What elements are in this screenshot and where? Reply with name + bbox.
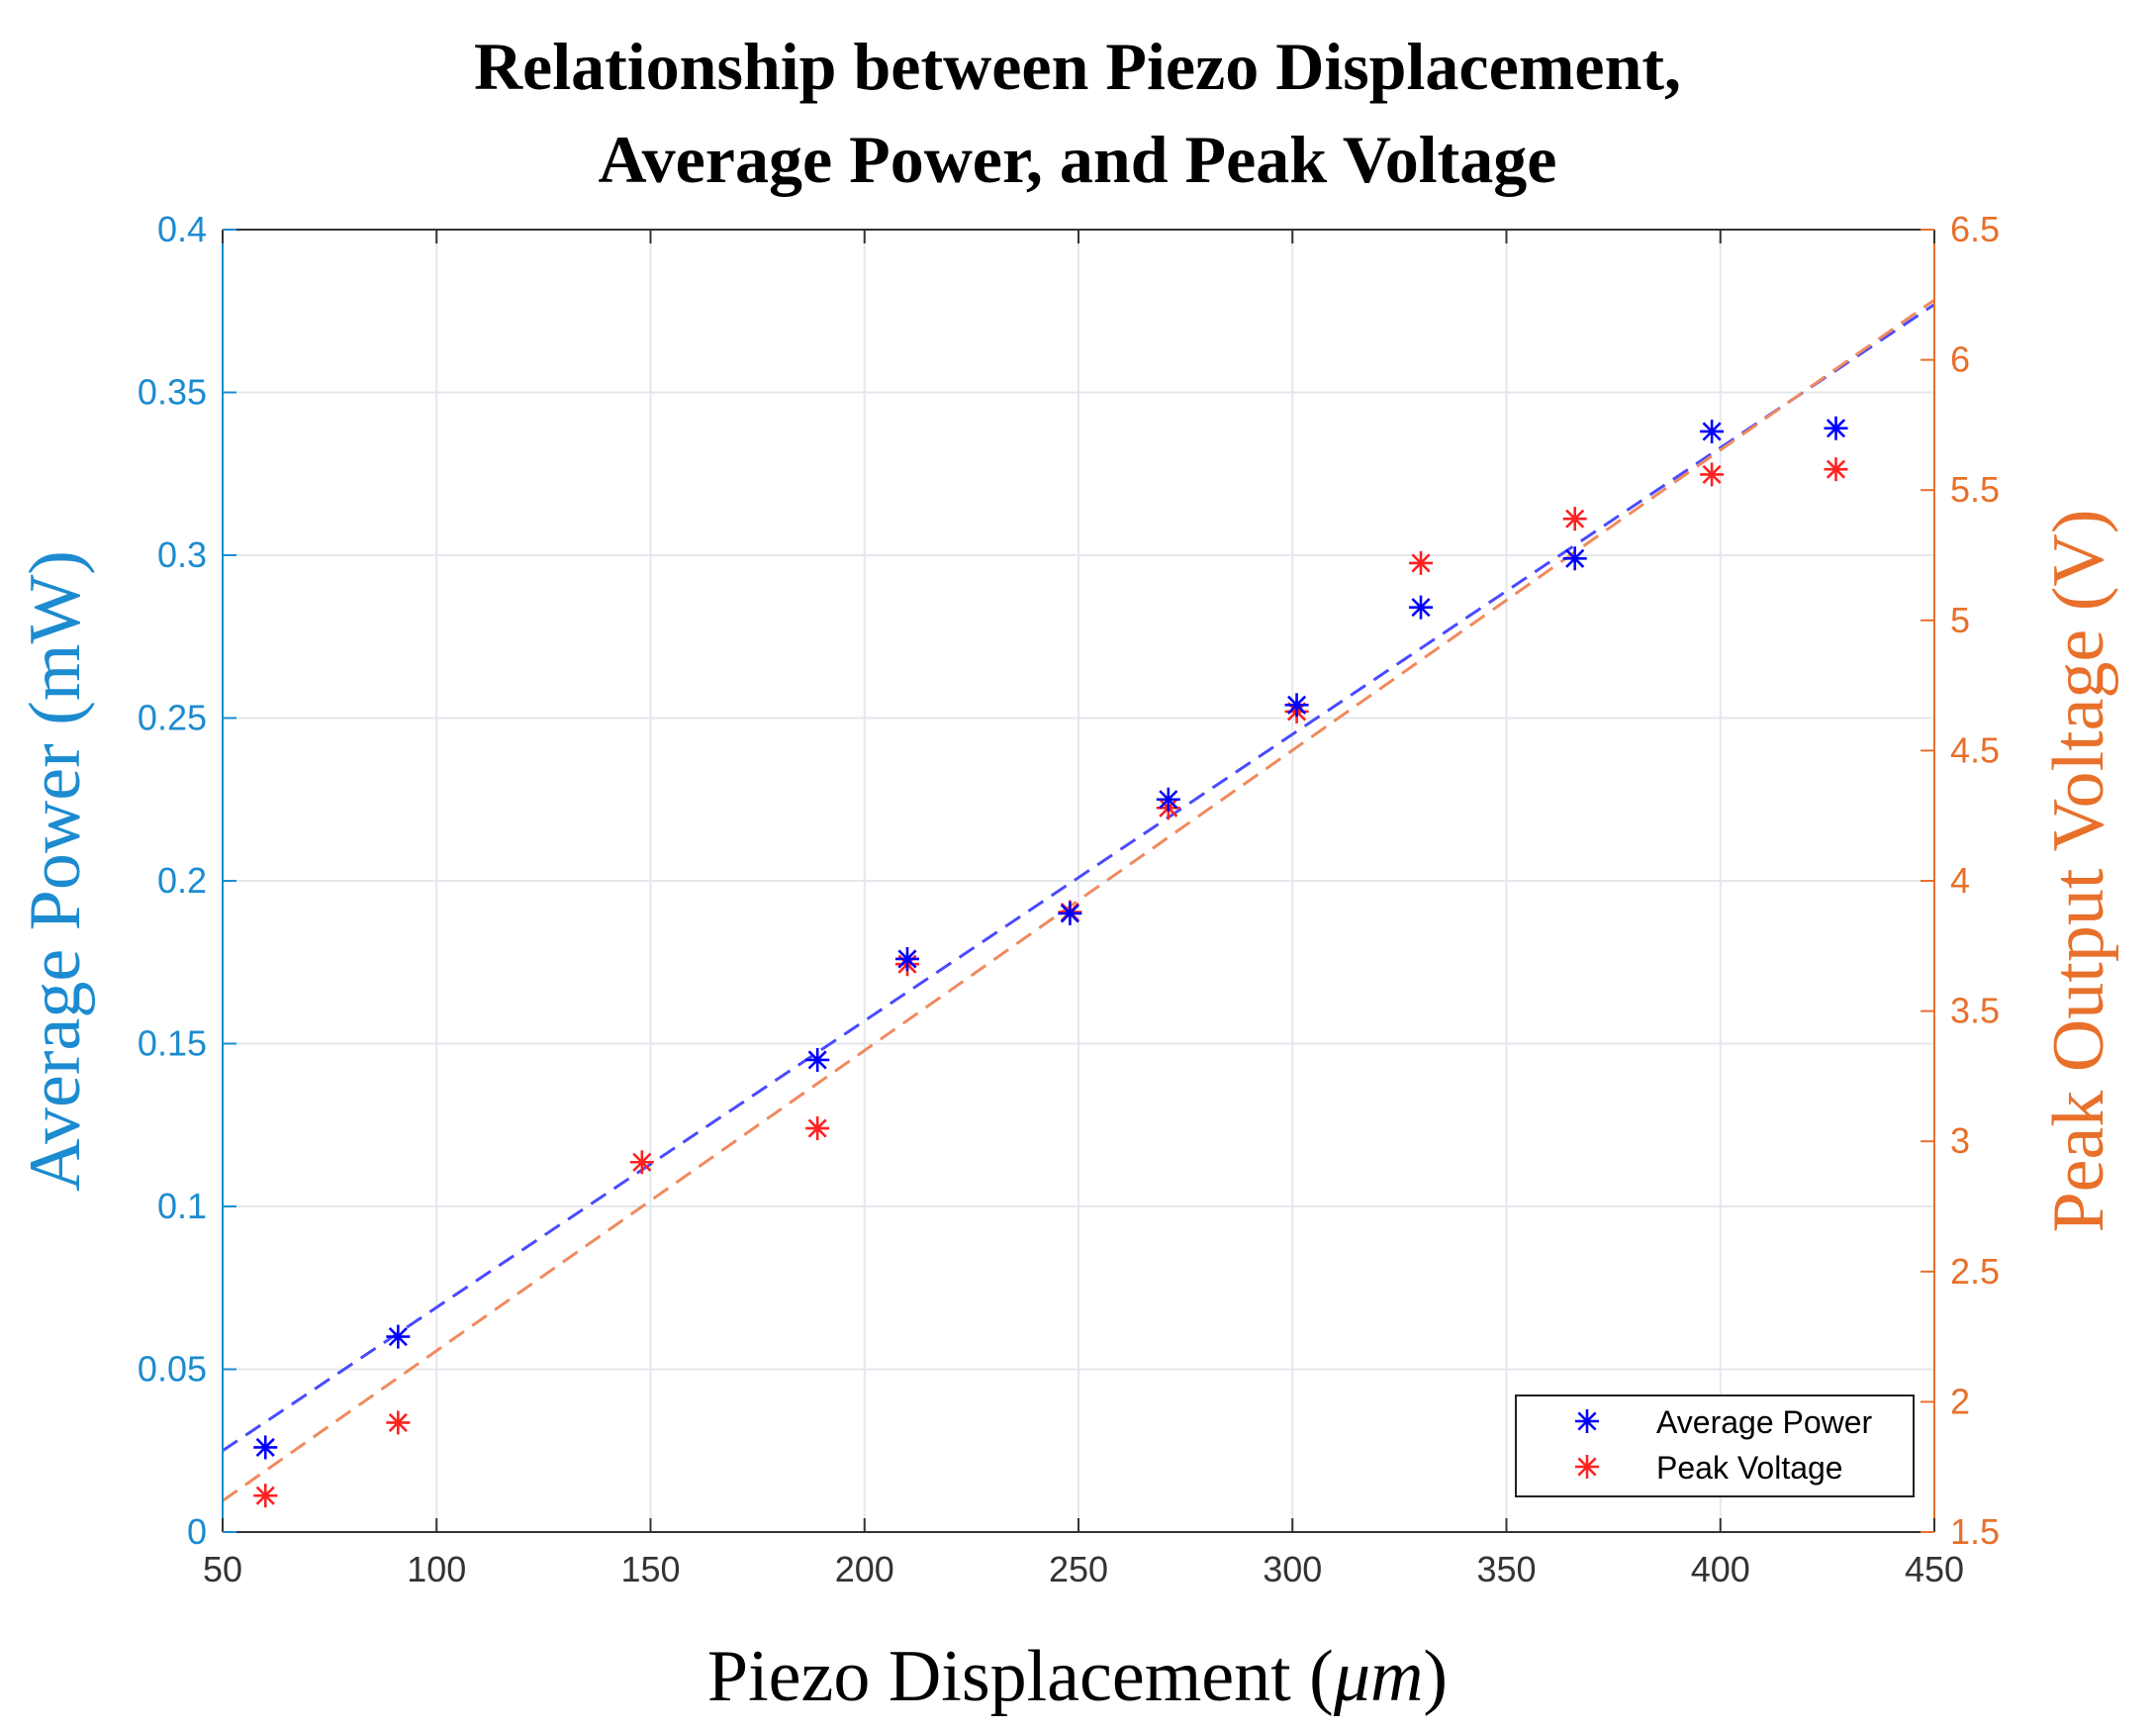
average-power-point <box>1562 546 1587 571</box>
average-power-point <box>1824 416 1848 440</box>
average-power-point <box>1409 595 1433 620</box>
fit-lines <box>222 298 1935 1502</box>
y-left-tick-label: 0.1 <box>157 1186 207 1226</box>
x-tick-label: 200 <box>835 1549 894 1589</box>
grid <box>223 230 1934 1532</box>
peak-voltage-point <box>253 1484 278 1508</box>
x-tick-label: 50 <box>203 1549 242 1589</box>
average-power-point <box>1284 693 1309 718</box>
y-left-tick-label: 0.3 <box>157 534 207 575</box>
peak-voltage-point <box>1824 457 1848 482</box>
y-right-tick-label: 1.5 <box>1950 1511 2000 1552</box>
average-power-point <box>386 1324 411 1349</box>
x-axis-title: Piezo Displacement (μm) <box>707 1636 1448 1717</box>
peak-voltage-point <box>805 1116 830 1141</box>
x-tick-label: 450 <box>1905 1549 1964 1589</box>
peak-voltage-point <box>1562 507 1587 531</box>
average-power-point <box>805 1047 830 1072</box>
peak-voltage-point <box>1700 462 1725 487</box>
legend: Average Power Peak Voltage <box>1515 1394 1915 1497</box>
average-power-point <box>895 946 919 971</box>
chart-title-line-2: Average Power, and Peak Voltage <box>599 122 1557 197</box>
average-power-point <box>253 1435 278 1460</box>
y-right-tick-label: 5 <box>1950 600 1970 640</box>
y-axis-right-title: Peak Output Voltage (V) <box>2038 509 2119 1232</box>
chart-title-line-1: Relationship between Piezo Displacement, <box>474 29 1681 104</box>
peak-voltage-point <box>386 1410 411 1435</box>
y-left-tick-label: 0.4 <box>157 209 207 249</box>
legend-marker-average-power <box>1575 1409 1599 1433</box>
average-power-point <box>1058 901 1082 925</box>
x-tick-label: 400 <box>1691 1549 1750 1589</box>
peak-voltage-point <box>1409 550 1433 575</box>
y-right-tick-label: 2 <box>1950 1381 1970 1421</box>
axes: 50 100 150 200 250 300 350 400 450 0 0.05 0.1 0.15 0.… <box>138 209 2000 1589</box>
y-right-tick-label: 3 <box>1950 1120 1970 1161</box>
legend-star-peak-voltage <box>1575 1455 1599 1479</box>
x-tick-label: 350 <box>1476 1549 1536 1589</box>
x-tick-label: 150 <box>620 1549 680 1589</box>
y-right-tick-label: 3.5 <box>1950 991 2000 1031</box>
y-left-tick-label: 0.15 <box>138 1023 207 1064</box>
y-right-tick-label: 6.5 <box>1950 209 2000 249</box>
legend-label-average-power: Average Power <box>1656 1404 1873 1440</box>
y-left-tick-label: 0.2 <box>157 860 207 901</box>
legend-marker-peak-voltage <box>1575 1455 1599 1479</box>
y-right-tick-label: 4 <box>1950 860 1970 901</box>
legend-label-peak-voltage: Peak Voltage <box>1656 1450 1843 1486</box>
fit-line-peak-voltage <box>222 298 1935 1502</box>
y-axis-left-title: Average Power (mW) <box>15 550 96 1192</box>
y-left-tick-label: 0 <box>187 1511 207 1552</box>
average-power-point <box>1156 787 1180 812</box>
x-axis-title-unit: μm <box>1333 1636 1424 1717</box>
y-left-tick-label: 0.05 <box>138 1349 207 1390</box>
x-tick-label: 100 <box>407 1549 466 1589</box>
y-right-tick-label: 2.5 <box>1950 1251 2000 1292</box>
y-left-tick-label: 0.35 <box>138 372 207 413</box>
y-right-tick-label: 6 <box>1950 339 1970 380</box>
data-markers <box>253 416 1848 1508</box>
legend-box <box>1515 1394 1915 1497</box>
x-tick-label: 250 <box>1049 1549 1108 1589</box>
y-left-tick-label: 0.25 <box>138 698 207 738</box>
peak-voltage-point <box>629 1150 654 1175</box>
x-tick-label: 300 <box>1263 1549 1322 1589</box>
y-right-tick-label: 4.5 <box>1950 729 2000 770</box>
x-axis-title-close: ) <box>1423 1636 1448 1717</box>
average-power-point <box>1700 419 1725 443</box>
y-right-tick-label: 5.5 <box>1950 469 2000 510</box>
x-axis-title-main: Piezo Displacement ( <box>707 1636 1334 1717</box>
fit-line-average-power <box>222 303 1935 1452</box>
legend-star-average-power <box>1575 1409 1599 1433</box>
